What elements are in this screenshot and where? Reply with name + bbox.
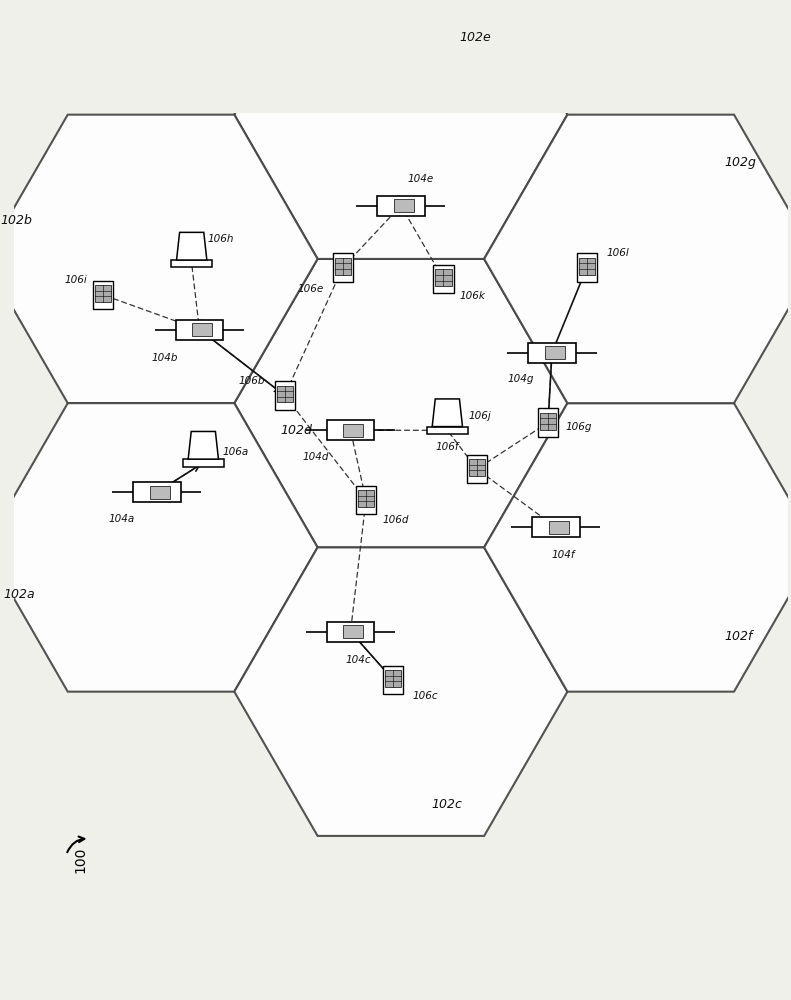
FancyBboxPatch shape xyxy=(93,281,112,309)
Text: 106g: 106g xyxy=(566,422,592,432)
FancyBboxPatch shape xyxy=(274,381,295,410)
FancyBboxPatch shape xyxy=(95,285,111,302)
FancyBboxPatch shape xyxy=(532,517,580,537)
Polygon shape xyxy=(234,547,567,836)
Text: 104g: 104g xyxy=(508,374,534,384)
FancyBboxPatch shape xyxy=(183,459,224,467)
Text: 102c: 102c xyxy=(432,798,463,811)
FancyBboxPatch shape xyxy=(528,343,576,363)
FancyBboxPatch shape xyxy=(433,265,453,293)
Text: 106h: 106h xyxy=(208,234,234,244)
FancyBboxPatch shape xyxy=(343,625,363,638)
Text: 106e: 106e xyxy=(297,284,324,294)
FancyBboxPatch shape xyxy=(333,253,353,282)
FancyBboxPatch shape xyxy=(394,199,414,212)
FancyBboxPatch shape xyxy=(577,253,597,282)
Polygon shape xyxy=(484,403,791,692)
Text: 104c: 104c xyxy=(346,655,371,665)
FancyBboxPatch shape xyxy=(356,486,376,514)
FancyBboxPatch shape xyxy=(538,408,558,437)
Polygon shape xyxy=(0,115,317,403)
FancyBboxPatch shape xyxy=(327,622,374,642)
Text: 106f: 106f xyxy=(436,442,459,452)
FancyBboxPatch shape xyxy=(327,420,374,440)
Polygon shape xyxy=(484,115,791,403)
FancyBboxPatch shape xyxy=(383,666,403,694)
Text: 100: 100 xyxy=(73,847,87,873)
Text: 102g: 102g xyxy=(725,156,756,169)
Text: 106c: 106c xyxy=(413,691,438,701)
Text: 106b: 106b xyxy=(239,376,265,386)
FancyBboxPatch shape xyxy=(540,413,556,430)
Text: 106j: 106j xyxy=(468,411,491,421)
Polygon shape xyxy=(432,399,463,427)
Text: 106l: 106l xyxy=(607,248,629,258)
FancyBboxPatch shape xyxy=(176,320,223,340)
FancyBboxPatch shape xyxy=(549,521,569,534)
FancyBboxPatch shape xyxy=(133,482,180,502)
FancyBboxPatch shape xyxy=(377,196,425,216)
FancyBboxPatch shape xyxy=(545,346,565,359)
Text: 104d: 104d xyxy=(302,452,329,462)
FancyBboxPatch shape xyxy=(358,490,374,507)
Text: 106d: 106d xyxy=(382,515,409,525)
Text: 102e: 102e xyxy=(459,31,490,44)
Polygon shape xyxy=(0,403,317,692)
Polygon shape xyxy=(234,0,567,259)
FancyBboxPatch shape xyxy=(469,459,485,476)
Text: 106k: 106k xyxy=(460,291,486,301)
FancyBboxPatch shape xyxy=(467,455,486,483)
Text: 102d: 102d xyxy=(281,424,312,437)
Polygon shape xyxy=(234,259,567,547)
FancyBboxPatch shape xyxy=(172,260,212,267)
FancyBboxPatch shape xyxy=(385,670,401,687)
Text: 102b: 102b xyxy=(0,214,32,227)
FancyBboxPatch shape xyxy=(335,258,351,275)
FancyBboxPatch shape xyxy=(427,427,467,434)
Text: 106i: 106i xyxy=(64,275,87,285)
FancyBboxPatch shape xyxy=(192,323,212,336)
Text: 106a: 106a xyxy=(223,447,249,457)
Polygon shape xyxy=(176,232,206,260)
Text: 104a: 104a xyxy=(109,514,135,524)
Text: 102a: 102a xyxy=(4,588,36,601)
Text: 104f: 104f xyxy=(552,550,575,560)
Text: 104b: 104b xyxy=(151,353,178,363)
Text: 102f: 102f xyxy=(725,630,753,643)
Polygon shape xyxy=(188,431,218,459)
FancyBboxPatch shape xyxy=(277,386,293,402)
FancyBboxPatch shape xyxy=(435,269,452,286)
FancyBboxPatch shape xyxy=(579,258,595,275)
FancyBboxPatch shape xyxy=(149,486,169,499)
Text: 104e: 104e xyxy=(407,174,433,184)
FancyBboxPatch shape xyxy=(343,424,363,437)
